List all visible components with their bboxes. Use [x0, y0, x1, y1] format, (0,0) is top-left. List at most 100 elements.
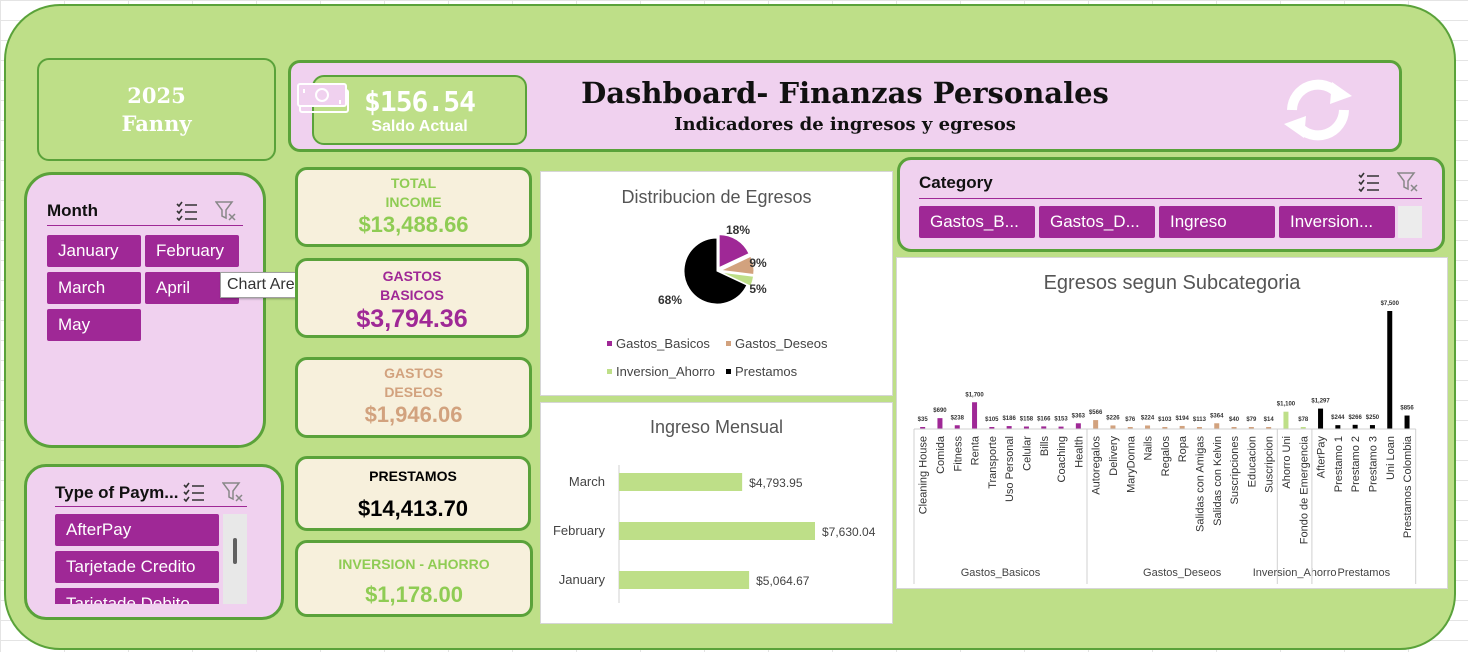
column-marydonna	[1127, 427, 1133, 429]
pie-slice-prestamos	[683, 237, 748, 305]
bar-category-label: January	[559, 572, 606, 587]
column-category-label: Suscripcion	[1264, 436, 1276, 493]
pie-slice-gastos-basicos	[718, 234, 750, 269]
month-item-february[interactable]: February	[145, 235, 239, 267]
ingreso-mensual-chart[interactable]: Ingreso Mensual March $4,793.95 February $7…	[540, 402, 893, 624]
scrollbar-thumb[interactable]	[233, 538, 237, 564]
kpi-total-income: TOTAL INCOME $13,488.66	[295, 167, 532, 247]
column-value-label: $364	[1210, 413, 1224, 419]
column-value-label: $186	[1002, 416, 1016, 422]
egresos-subcategoria-chart[interactable]: Egresos segun Subcategoria $35 Cleaning H…	[896, 257, 1448, 589]
category-scrollbar[interactable]	[1398, 206, 1422, 238]
column-health	[1075, 423, 1081, 429]
column-category-label: Ropa	[1177, 435, 1189, 462]
pie-chart-title: Distribucion de Egresos	[621, 187, 812, 207]
kpi-deseos-label-2: DESEOS	[384, 384, 443, 400]
column-chart-svg: $35 Cleaning House $690 Comida $238 Fitness $1…	[913, 301, 1417, 584]
bar-category-label: March	[569, 474, 605, 489]
column-value-label: $226	[1106, 415, 1120, 421]
payment-scrollbar[interactable]	[223, 514, 247, 604]
column-value-label: $166	[1037, 416, 1051, 422]
kpi-prestamos: PRESTAMOS $14,413.70	[295, 456, 531, 531]
column-value-label: $105	[985, 417, 999, 423]
column-value-label: $363	[1072, 413, 1086, 419]
owner-name: Fanny	[121, 110, 192, 136]
month-item-may[interactable]: May	[47, 309, 141, 341]
month-slicer-title: Month	[47, 201, 98, 220]
column-value-label: $153	[1054, 417, 1068, 423]
clear-filter-icon[interactable]	[1396, 171, 1419, 198]
column-ropa	[1179, 425, 1185, 429]
column-ahorro-uni	[1283, 411, 1289, 429]
bar-march	[619, 473, 743, 491]
column-group-label: Gastos_Basicos	[961, 567, 1041, 579]
bar-value-label: $7,630.04	[822, 525, 876, 539]
payment-slicer-divider	[55, 506, 247, 507]
column-fondo-de-emergencia	[1300, 427, 1306, 429]
column-category-label: Nails	[1143, 436, 1155, 461]
bar-value-label: $5,064.67	[756, 574, 810, 588]
column-category-label: Coaching	[1056, 436, 1068, 482]
payment-item-afterpay[interactable]: AfterPay	[55, 514, 219, 546]
column-category-label: Health	[1073, 436, 1085, 468]
column-category-label: Prestamo 1	[1333, 436, 1345, 492]
kpi-inversion-label: INVERSION - AHORRO	[338, 556, 490, 572]
bar-january	[619, 571, 750, 589]
column-value-label: $1,297	[1311, 399, 1330, 405]
month-item-january[interactable]: January	[47, 235, 141, 267]
column-value-label: $238	[951, 415, 965, 421]
dashboard-subtitle: Indicadores de ingresos y egresos	[674, 114, 1016, 135]
column-value-label: $14	[1264, 417, 1275, 423]
column-category-label: Delivery	[1108, 436, 1120, 476]
category-item-ingreso[interactable]: Ingreso	[1159, 206, 1275, 238]
column-category-label: Transporte	[987, 436, 999, 489]
column-bills	[1041, 426, 1047, 429]
column-category-label: Renta	[970, 435, 982, 465]
kpi-prestamos-value: $14,413.70	[357, 496, 469, 521]
column-category-label: Suscripciones	[1229, 436, 1241, 505]
column-delivery	[1110, 425, 1116, 429]
kpi-inversion-value: $1,178.00	[365, 582, 463, 607]
clear-filter-icon[interactable]	[214, 200, 237, 227]
column-category-label: Uni Loan	[1385, 436, 1397, 480]
category-item-inversion[interactable]: Inversion...	[1279, 206, 1395, 238]
payment-item-tarjeta-debito[interactable]: Tarjetade Debito	[55, 588, 219, 604]
column-celular	[1023, 426, 1029, 429]
column-category-label: Prestamo 2	[1350, 436, 1362, 492]
legend-label: Inversion_Ahorro	[616, 364, 715, 379]
kpi-income-label-1: TOTAL	[390, 175, 437, 191]
payment-item-tarjeta-credito[interactable]: Tarjetade Credito	[55, 551, 219, 583]
month-item-march[interactable]: March	[47, 272, 141, 304]
legend-swatch	[726, 369, 731, 374]
column-category-label: Regalos	[1160, 436, 1172, 477]
column-value-label: $76	[1125, 417, 1136, 423]
column-category-label: Fitness	[952, 436, 964, 472]
multi-select-icon[interactable]	[1358, 172, 1380, 197]
column-afterpay	[1318, 408, 1324, 429]
column-uso-personal	[1006, 426, 1012, 429]
column-suscripciones	[1231, 427, 1237, 429]
payment-items-clip: AfterPay Tarjetade Credito Tarjetade Deb…	[55, 514, 221, 604]
multi-select-icon[interactable]	[176, 201, 198, 226]
column-value-label: $103	[1158, 417, 1172, 423]
kpi-deseos-value: $1,946.06	[364, 402, 463, 427]
column-value-label: $113	[1193, 417, 1207, 423]
column-category-label: Ahorro Uni	[1281, 436, 1293, 489]
category-item-gastos-basicos[interactable]: Gastos_B...	[919, 206, 1035, 238]
distribucion-egresos-chart[interactable]: Distribucion de Egresos 18% 9% 5% 68% Gastos…	[540, 171, 893, 396]
column-regalos	[1162, 427, 1168, 429]
category-item-gastos-deseos[interactable]: Gastos_D...	[1039, 206, 1155, 238]
refresh-icon[interactable]	[1272, 74, 1364, 146]
pie-slice-inversion-ahorro	[720, 271, 755, 287]
column-category-label: Comida	[935, 435, 947, 474]
column-autoregalos	[1093, 420, 1099, 429]
column-value-label: $1,700	[965, 392, 984, 398]
bar-chart-title: Ingreso Mensual	[649, 417, 784, 437]
legend-label: Prestamos	[735, 364, 798, 379]
column-coaching	[1058, 426, 1064, 429]
balance-amount: $156.54	[363, 84, 476, 118]
clear-filter-icon[interactable]	[221, 481, 244, 508]
multi-select-icon[interactable]	[183, 482, 205, 507]
column-category-label: Prestamos Colombia	[1402, 435, 1414, 538]
column-category-label: Celular	[1021, 436, 1033, 471]
